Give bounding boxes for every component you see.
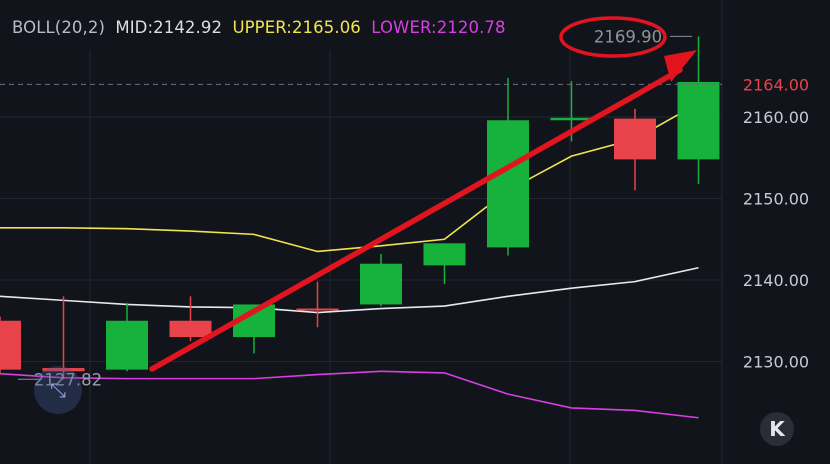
indicator-name: BOLL(20,2) [12,18,106,37]
candle-body [0,320,21,370]
candle-body [423,243,466,266]
low-price-label: 2127.82 [34,370,102,389]
high-price-label: 2169.90 [594,27,662,46]
trend-arrow-head [664,50,697,82]
candle-body [614,118,656,160]
candle [614,108,656,191]
price-axis: 2130.00 2140.00 2150.00 2160.00 08-04 13:15 0… [44,108,809,464]
candle-body [360,263,402,305]
candle [360,253,402,307]
y-tick-label: 2150.00 [743,190,809,209]
x-tick-label: 08-04 14:15 [284,461,376,464]
candle-body [296,308,339,311]
boll-upper-line [0,102,699,253]
upper-value: UPPER:2165.06 [232,18,361,37]
candle [169,296,212,342]
y-tick-label: 2160.00 [743,108,809,127]
price-markers: 2164.00 2169.90 2127.82 [0,27,809,389]
boll-lower-line [0,370,699,419]
lower-value: LOWER:2120.78 [371,18,506,37]
zoom-glyph: ⤡ [50,378,66,402]
trend-arrow-shaft [149,67,683,372]
chevron-left-icon[interactable]: K [760,412,794,446]
candle [423,243,466,285]
candle-body [42,368,85,372]
y-tick-label: 2130.00 [743,353,809,372]
candle-body [677,81,720,160]
collapse-glyph: K [769,417,785,441]
annotations [149,16,697,372]
x-tick-label: 08-04 13:15 [44,461,136,464]
mid-value: MID:2142.92 [115,18,223,37]
candle [296,281,339,328]
candle [106,302,148,372]
candle-body [106,320,148,370]
bollinger-legend: BOLL(20,2) MID:2142.92 UPPER:2165.06 LOW… [12,18,511,37]
candles [0,36,720,380]
x-tick-label: 08-04 15:15 [524,461,616,464]
candle [42,296,85,380]
y-tick-label: 2140.00 [743,271,809,290]
candle-body [487,120,529,248]
highlight-ellipse [559,16,667,58]
boll-mid-line [0,266,699,314]
candle-body [550,117,593,121]
candle-body [169,320,212,338]
candle [0,316,21,374]
bollinger-bands [0,102,699,419]
current-price-label: 2164.00 [743,75,809,94]
shrink-arrows-icon[interactable]: ⤡ [34,366,82,414]
grid-lines [0,0,723,464]
candle [677,36,720,184]
